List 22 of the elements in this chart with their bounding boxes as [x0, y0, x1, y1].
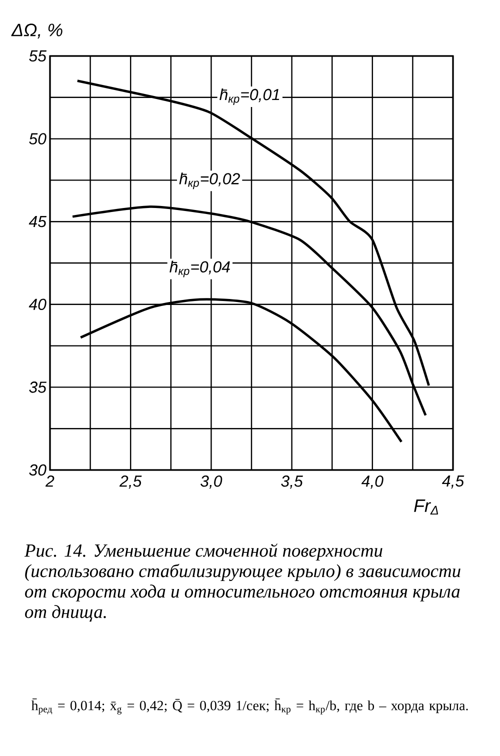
x-tick-label: 4,0	[361, 476, 384, 489]
line-series	[71, 205, 427, 417]
y-tick-label: 40	[28, 298, 46, 310]
x-tick-label: 2,5	[119, 476, 142, 489]
x-tick-label: 2	[45, 476, 54, 487]
series-label: h̄$_{кр}$=0,02	[179, 172, 240, 190]
x-tick-label: 3,0	[200, 476, 222, 489]
y-tick-label: 30	[29, 464, 46, 476]
y-tick-label: 45	[28, 216, 47, 228]
series-label: h̄$_{кр}$=0,01	[220, 88, 280, 105]
text: Рис. 14. Уменьшение смоченной поверхности (использовано стабилизирующее крыло) в зависимости от скорости хода и относительного отстояния крыла от днища.	[24, 544, 460, 622]
line-series	[79, 298, 403, 444]
line-series	[76, 80, 430, 387]
x-tick-label: 3,5	[281, 476, 303, 489]
y-tick-label: 35	[29, 382, 47, 393]
series-label: h̄$_{кр}$=0,04	[170, 260, 230, 278]
x-tick-label: 4,5	[442, 476, 464, 489]
x-axis-title: Fr$_{Δ}$	[414, 500, 438, 515]
text: h̄$_{ред}$ = 0,014; x̄$_{g}$ = 0,42; Q̄ = 0,039 1/сек; h̄$_{кр}$ = h$_{кр}$/b, где b – хорда крыла.	[31, 698, 468, 714]
y-axis-title: ΔΩ, %	[11, 24, 62, 38]
y-tick-label: 55	[29, 50, 47, 62]
y-tick-label: 50	[29, 133, 46, 144]
